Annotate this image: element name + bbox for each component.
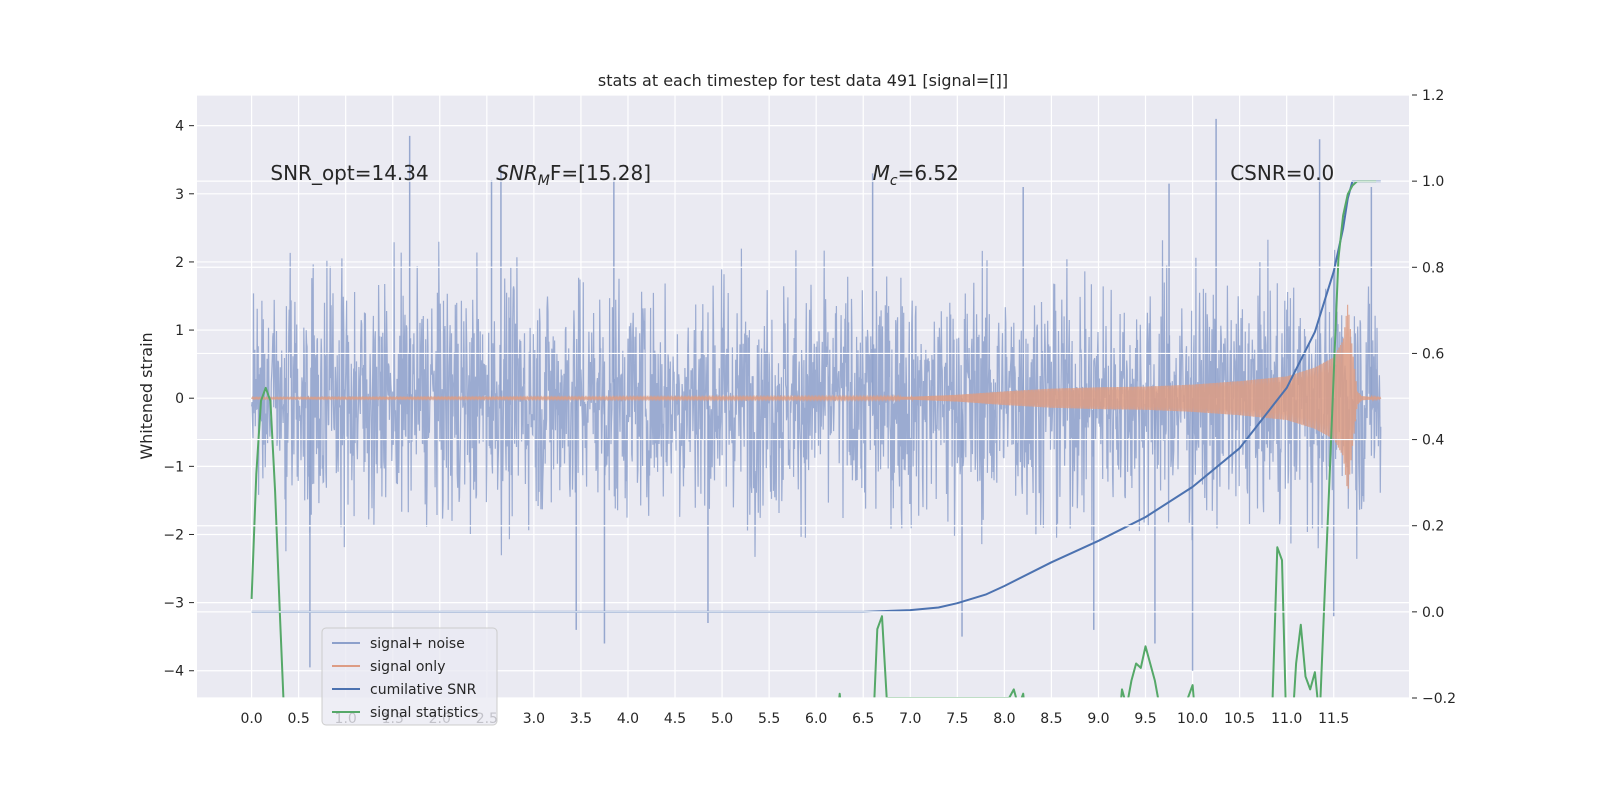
x-tick-label: 5.5	[758, 711, 780, 727]
y2-tick-label: 0.0	[1422, 605, 1444, 621]
y-tick-label: −3	[163, 596, 184, 612]
y2-tick-label: 0.8	[1422, 260, 1444, 276]
annotations: SNR_opt=14.34 SNRMF=[15.28] Mc=6.52 CSNR=0.…	[270, 161, 1334, 189]
y-tick-label: −2	[163, 527, 184, 543]
series-layer	[250, 118, 1382, 698]
y-tick-label: 3	[175, 187, 184, 203]
y-tick-label: 4	[175, 119, 184, 135]
y2-tick-label: 0.2	[1422, 519, 1444, 535]
y2-tick-label: 1.0	[1422, 174, 1444, 190]
y-tick-label: −1	[163, 459, 184, 475]
y2-tick-label: 1.2	[1422, 88, 1444, 104]
x-tick-label: 9.5	[1134, 711, 1156, 727]
y-axis-right: −0.2 0.0 0.2 0.4 0.6 0.8 1.0 1.2	[1412, 88, 1456, 707]
x-tick-label: 0.5	[287, 711, 309, 727]
y2-tick-label: 0.6	[1422, 346, 1444, 362]
y-tick-label: 1	[175, 323, 184, 339]
legend-label: signal+ noise	[370, 636, 465, 652]
series-line-signal-only	[251, 304, 1382, 489]
x-tick-label: 10.0	[1177, 711, 1208, 727]
annotation-text: SNRMF=[15.28]	[496, 161, 651, 189]
right-axis-gridlines	[197, 95, 1409, 698]
y-tick-label: −4	[163, 664, 184, 680]
annotation-text: CSNR=0.0	[1230, 161, 1334, 185]
y2-tick-label: −0.2	[1422, 691, 1456, 707]
x-tick-label: 8.0	[993, 711, 1015, 727]
x-tick-label: 0.0	[240, 711, 262, 727]
chart-title: stats at each timestep for test data 491…	[598, 71, 1008, 90]
x-tick-label: 6.5	[852, 711, 874, 727]
legend-label: signal only	[370, 659, 445, 675]
x-tick-label: 9.0	[1087, 711, 1109, 727]
annotation-text: SNR_opt=14.34	[270, 161, 428, 185]
x-tick-label: 5.0	[711, 711, 733, 727]
x-tick-label: 7.0	[899, 711, 921, 727]
x-tick-label: 4.5	[664, 711, 686, 727]
x-tick-label: 11.0	[1271, 711, 1302, 727]
legend-label: signal statistics	[370, 705, 478, 721]
x-tick-label: 10.5	[1224, 711, 1255, 727]
series-line-cumulative-snr	[251, 180, 1381, 613]
legend: signal+ noise signal only cumilative SNR si…	[321, 627, 498, 726]
x-tick-label: 11.5	[1318, 711, 1349, 727]
x-tick-label: 6.0	[805, 711, 827, 727]
y-tick-label: 0	[175, 391, 184, 407]
annotation-text: Mc=6.52	[873, 161, 959, 189]
legend-box	[321, 627, 498, 726]
x-tick-label: 3.0	[523, 711, 545, 727]
y2-tick-label: 0.4	[1422, 433, 1444, 449]
series-line-signal-statistics	[250, 180, 1377, 698]
y-axis-label: Whitened strain	[137, 332, 156, 459]
y-tick-label: 2	[175, 255, 184, 271]
x-tick-label: 4.0	[617, 711, 639, 727]
x-tick-label: 7.5	[946, 711, 968, 727]
legend-label: cumilative SNR	[370, 682, 477, 698]
y-axis-left: −4 −3 −2 −1 0 1 2 3 4	[163, 119, 194, 680]
x-tick-label: 8.5	[1040, 711, 1062, 727]
x-tick-label: 3.5	[570, 711, 592, 727]
